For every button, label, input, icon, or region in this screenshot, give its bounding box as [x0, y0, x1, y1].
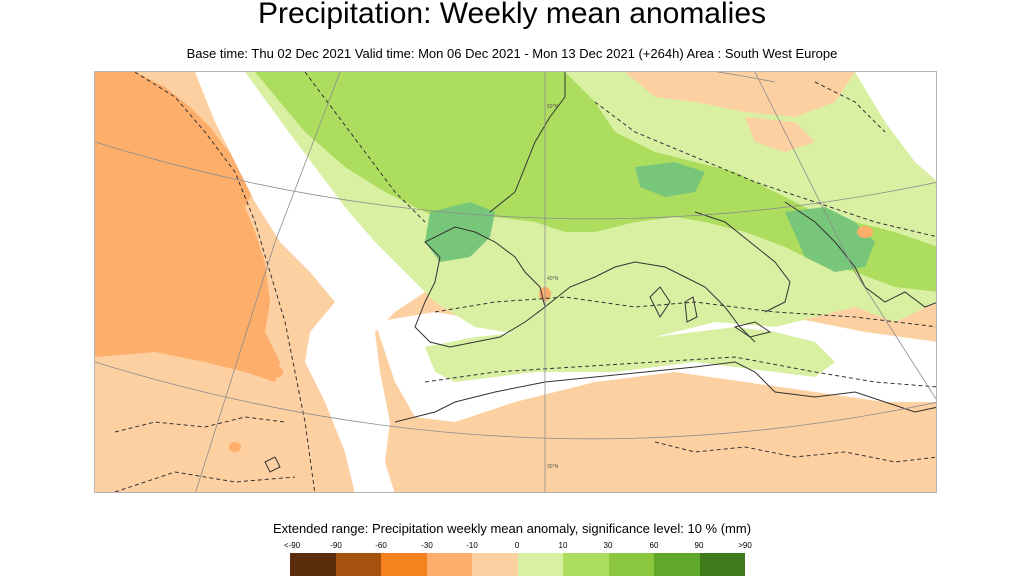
legend-swatch — [426, 553, 472, 576]
wet-weak-north-africa-band — [425, 327, 835, 382]
chart-title: Precipitation: Weekly mean anomalies — [257, 0, 767, 30]
neutral-east-area — [855, 72, 936, 192]
legend-swatch — [563, 553, 609, 576]
legend-label: 0 — [514, 541, 520, 550]
legend-label: 30 — [603, 541, 613, 550]
legend-color-bar — [290, 553, 745, 576]
grid-label-50n: 50°N — [547, 104, 559, 110]
dry-strong-spot — [857, 226, 873, 238]
legend-label: 10 — [558, 541, 568, 550]
chart-subtitle: Base time: Thu 02 Dec 2021 Valid time: M… — [186, 46, 838, 61]
legend-swatch — [517, 553, 563, 576]
legend-swatch — [472, 553, 518, 576]
grid-label-40n: 40°N — [547, 276, 559, 282]
grid-label-30n: 30°N — [547, 464, 559, 470]
anomaly-map: 50°N 40°N 30°N — [95, 72, 936, 492]
neutral-atlantic-band — [195, 72, 425, 492]
legend-swatch — [608, 553, 654, 576]
graticule — [95, 72, 936, 492]
dry-weak-alpine-patch — [745, 117, 815, 152]
legend-swatch — [381, 553, 427, 576]
legend-label: -10 — [466, 541, 478, 550]
dry-strong-spot — [267, 366, 283, 378]
legend-swatch — [654, 553, 700, 576]
legend-label: 90 — [694, 541, 704, 550]
legend-swatch — [699, 553, 745, 576]
legend-label: -90 — [330, 541, 342, 550]
legend-swatch — [335, 553, 381, 576]
wet-strong-balkans — [785, 207, 875, 272]
legend-swatch — [290, 553, 336, 576]
legend-label: -30 — [421, 541, 433, 550]
legend-labels: <-90 -90 -60 -30 -10 0 10 30 60 90 >90 — [268, 541, 768, 553]
wet-strong-alps — [635, 162, 705, 197]
wet-strong-iberia-northwest — [425, 202, 495, 262]
legend-label: -60 — [375, 541, 387, 550]
wet-mid-france-region — [255, 72, 936, 292]
legend-label: >90 — [738, 541, 752, 550]
legend-label: 60 — [649, 541, 659, 550]
dry-strong-spot — [229, 442, 241, 452]
legend-title: Extended range: Precipitation weekly mea… — [272, 521, 752, 536]
legend-label: <-90 — [283, 541, 301, 550]
coastlines — [264, 72, 936, 473]
dry-weak-central-europe — [625, 72, 855, 117]
significance-contours — [114, 72, 936, 492]
dry-strong-atlantic-region — [95, 72, 280, 382]
map-panel: 50°N 40°N 30°N — [94, 71, 937, 493]
